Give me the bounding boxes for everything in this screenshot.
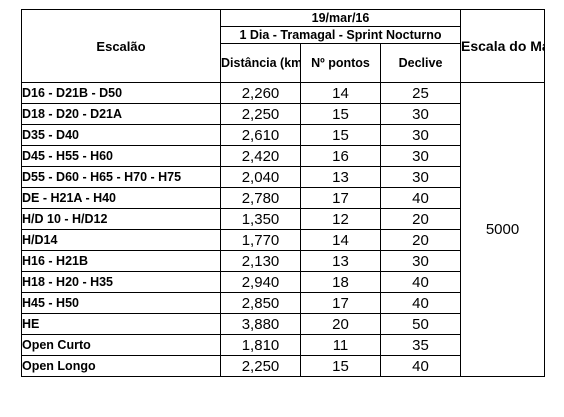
declive-cell: 40 bbox=[380, 271, 461, 293]
declive-cell: 50 bbox=[380, 313, 461, 335]
header-distancia: Distância (km) bbox=[220, 43, 301, 83]
escalao-cell: D55 - D60 - H65 - H70 - H75 bbox=[21, 166, 221, 188]
pontos-cell: 17 bbox=[300, 187, 381, 209]
table-row: D18 - D20 - D21A 2,250 15 30 bbox=[21, 103, 545, 125]
pontos-cell: 14 bbox=[300, 82, 381, 104]
table-row: D55 - D60 - H65 - H70 - H75 2,040 13 30 bbox=[21, 166, 545, 188]
header-declive: Declive bbox=[380, 43, 461, 83]
pontos-cell: 14 bbox=[300, 229, 381, 251]
distancia-cell: 2,250 bbox=[220, 103, 301, 125]
distancia-cell: 2,250 bbox=[220, 355, 301, 377]
escalao-cell: H16 - H21B bbox=[21, 250, 221, 272]
declive-cell: 30 bbox=[380, 145, 461, 167]
distancia-cell: 1,810 bbox=[220, 334, 301, 356]
distancia-cell: 2,780 bbox=[220, 187, 301, 209]
header-escala: Escala do Mapa bbox=[460, 9, 545, 83]
escalao-cell: H/D 10 - H/D12 bbox=[21, 208, 221, 230]
declive-cell: 30 bbox=[380, 124, 461, 146]
distancia-cell: 2,260 bbox=[220, 82, 301, 104]
escalao-cell: H45 - H50 bbox=[21, 292, 221, 314]
table-row: Open Longo 2,250 15 40 bbox=[21, 355, 545, 377]
table-row: H/D14 1,770 14 20 bbox=[21, 229, 545, 251]
distancia-cell: 2,130 bbox=[220, 250, 301, 272]
declive-cell: 30 bbox=[380, 103, 461, 125]
distancia-cell: 2,420 bbox=[220, 145, 301, 167]
declive-cell: 40 bbox=[380, 187, 461, 209]
header-escalao: Escalão bbox=[21, 9, 221, 83]
table-row: H18 - H20 - H35 2,940 18 40 bbox=[21, 271, 545, 293]
pontos-cell: 15 bbox=[300, 124, 381, 146]
header-date: 19/mar/16 bbox=[220, 9, 461, 27]
declive-cell: 40 bbox=[380, 355, 461, 377]
pontos-cell: 13 bbox=[300, 250, 381, 272]
escalao-cell: H/D14 bbox=[21, 229, 221, 251]
declive-cell: 40 bbox=[380, 292, 461, 314]
escalao-cell: D16 - D21B - D50 bbox=[21, 82, 221, 104]
escalao-cell: Open Longo bbox=[21, 355, 221, 377]
escalao-cell: Open Curto bbox=[21, 334, 221, 356]
table-row: H/D 10 - H/D12 1,350 12 20 bbox=[21, 208, 545, 230]
pontos-cell: 11 bbox=[300, 334, 381, 356]
escalao-cell: H18 - H20 - H35 bbox=[21, 271, 221, 293]
header-pontos: Nº pontos bbox=[300, 43, 381, 83]
escalao-cell: DE - H21A - H40 bbox=[21, 187, 221, 209]
pontos-cell: 20 bbox=[300, 313, 381, 335]
distancia-cell: 1,350 bbox=[220, 208, 301, 230]
distancia-cell: 1,770 bbox=[220, 229, 301, 251]
distancia-cell: 2,940 bbox=[220, 271, 301, 293]
escalao-cell: D35 - D40 bbox=[21, 124, 221, 146]
table-row: DE - H21A - H40 2,780 17 40 bbox=[21, 187, 545, 209]
escalao-cell: HE bbox=[21, 313, 221, 335]
table-row: D16 - D21B - D50 2,260 14 25 5000 bbox=[21, 82, 545, 377]
declive-cell: 20 bbox=[380, 229, 461, 251]
escalao-cell: D18 - D20 - D21A bbox=[21, 103, 221, 125]
declive-cell: 20 bbox=[380, 208, 461, 230]
escala-value: 5000 bbox=[460, 82, 545, 377]
distancia-cell: 2,040 bbox=[220, 166, 301, 188]
distancia-cell: 2,850 bbox=[220, 292, 301, 314]
distancia-cell: 3,880 bbox=[220, 313, 301, 335]
escalao-cell: D45 - H55 - H60 bbox=[21, 145, 221, 167]
table-row: H45 - H50 2,850 17 40 bbox=[21, 292, 545, 314]
table-row: D45 - H55 - H60 2,420 16 30 bbox=[21, 145, 545, 167]
pontos-cell: 18 bbox=[300, 271, 381, 293]
declive-cell: 30 bbox=[380, 250, 461, 272]
pontos-cell: 13 bbox=[300, 166, 381, 188]
course-table: Escalão 19/mar/16 Escala do Mapa 1 Dia -… bbox=[21, 9, 545, 377]
pontos-cell: 17 bbox=[300, 292, 381, 314]
declive-cell: 30 bbox=[380, 166, 461, 188]
declive-cell: 35 bbox=[380, 334, 461, 356]
table-body: D16 - D21B - D50 2,260 14 25 5000 D18 - D20 -… bbox=[21, 82, 545, 377]
pontos-cell: 15 bbox=[300, 355, 381, 377]
pontos-cell: 16 bbox=[300, 145, 381, 167]
pontos-cell: 15 bbox=[300, 103, 381, 125]
header-event: 1 Dia - Tramagal - Sprint Nocturno bbox=[220, 26, 461, 44]
pontos-cell: 12 bbox=[300, 208, 381, 230]
table-row: Open Curto 1,810 11 35 bbox=[21, 334, 545, 356]
distancia-cell: 2,610 bbox=[220, 124, 301, 146]
declive-cell: 25 bbox=[380, 82, 461, 104]
